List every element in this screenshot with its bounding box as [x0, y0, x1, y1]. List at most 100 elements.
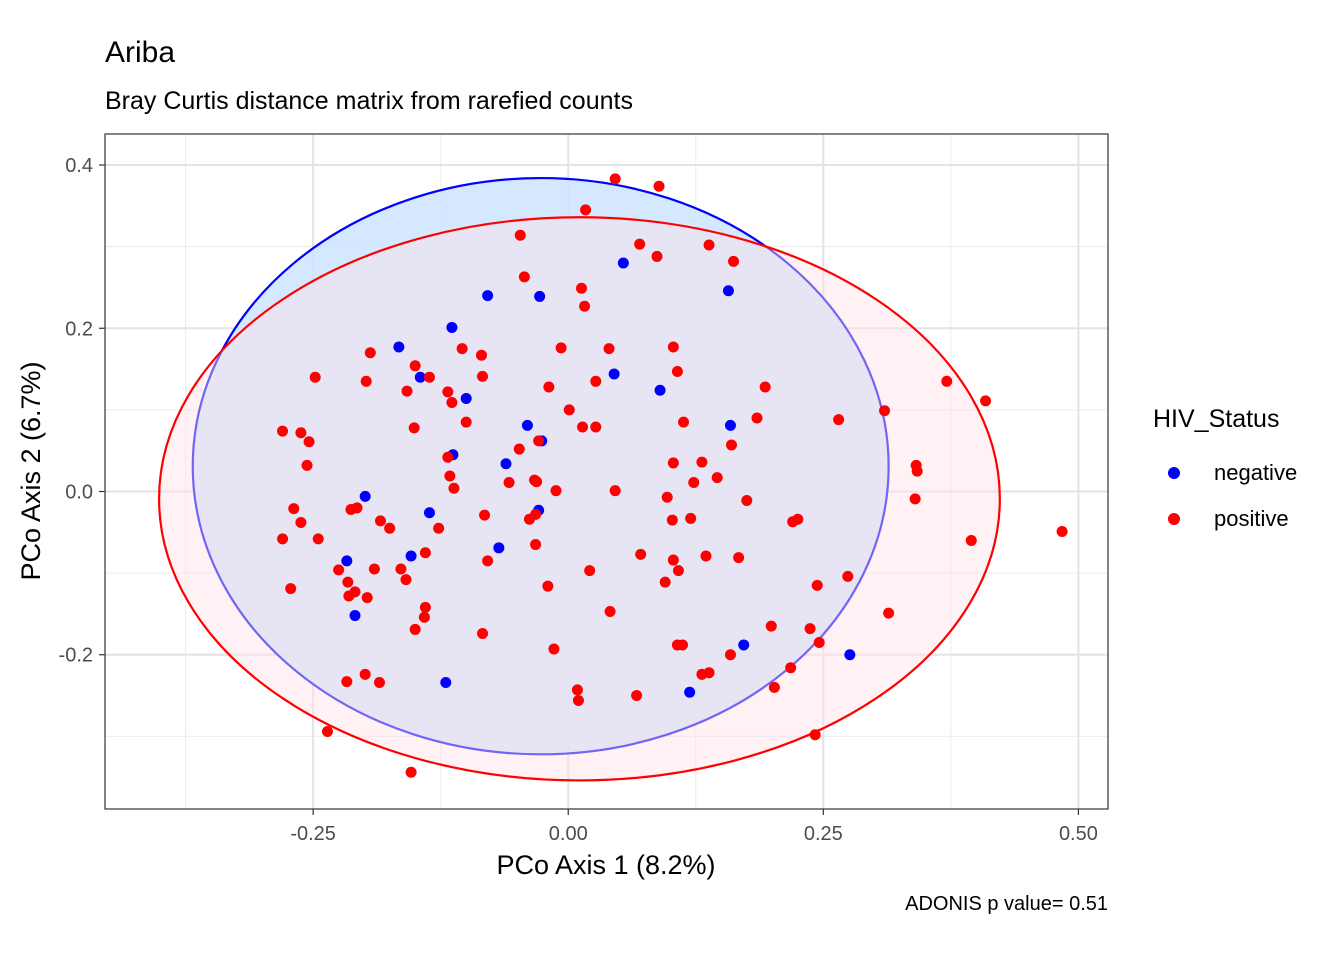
legend-key-negative — [1168, 467, 1180, 479]
point-positive — [711, 472, 723, 484]
point-positive — [603, 343, 615, 355]
point-negative — [617, 257, 629, 269]
point-negative — [722, 285, 734, 297]
x-tick-label: 0.00 — [549, 823, 588, 845]
point-positive — [667, 554, 679, 566]
point-positive — [295, 427, 307, 439]
point-positive — [530, 539, 542, 551]
point-positive — [448, 482, 460, 494]
point-positive — [700, 550, 712, 562]
point-positive — [312, 533, 324, 545]
point-positive — [419, 547, 431, 559]
legend-key-positive — [1168, 513, 1180, 525]
point-positive — [361, 592, 373, 604]
point-negative — [440, 676, 452, 688]
point-positive — [409, 360, 421, 372]
point-positive — [419, 601, 431, 613]
point-positive — [341, 676, 353, 688]
point-positive — [433, 522, 445, 534]
point-positive — [373, 676, 385, 688]
point-positive — [571, 684, 583, 696]
point-positive — [785, 662, 797, 674]
point-positive — [400, 574, 412, 586]
point-positive — [883, 607, 895, 619]
point-positive — [351, 502, 363, 514]
point-positive — [787, 516, 799, 528]
point-positive — [677, 639, 689, 651]
y-axis: -0.2 0.0 0.2 0.4 — [59, 155, 105, 667]
point-negative — [738, 639, 750, 651]
point-negative — [414, 371, 426, 383]
x-axis: -0.25 0.00 0.25 0.50 — [290, 809, 1098, 845]
point-negative — [359, 490, 371, 502]
point-positive — [295, 517, 307, 529]
point-positive — [477, 370, 489, 382]
point-positive — [696, 456, 708, 468]
point-positive — [666, 514, 678, 526]
point-positive — [661, 491, 673, 503]
y-tick-label: 0.4 — [65, 155, 93, 177]
point-positive — [408, 422, 420, 434]
point-positive — [555, 342, 567, 354]
point-negative — [460, 392, 472, 404]
point-negative — [534, 290, 546, 302]
point-positive — [550, 485, 562, 497]
point-negative — [521, 419, 533, 431]
x-tick-label: -0.25 — [290, 823, 336, 845]
point-positive — [651, 250, 663, 262]
point-positive — [724, 649, 736, 661]
point-positive — [671, 366, 683, 378]
point-positive — [941, 375, 953, 387]
point-positive — [584, 565, 596, 577]
point-positive — [518, 271, 530, 283]
point-positive — [360, 375, 372, 387]
point-positive — [580, 204, 592, 216]
point-positive — [672, 565, 684, 577]
point-positive — [688, 477, 700, 489]
point-negative — [654, 384, 666, 396]
point-positive — [685, 512, 697, 524]
point-negative — [446, 321, 458, 333]
point-negative — [724, 419, 736, 431]
point-positive — [631, 690, 643, 702]
point-positive — [811, 579, 823, 591]
point-positive — [765, 620, 777, 632]
point-positive — [333, 564, 345, 576]
point-positive — [513, 443, 525, 455]
point-positive — [477, 628, 489, 640]
point-positive — [725, 439, 737, 451]
point-positive — [879, 405, 891, 417]
point-positive — [343, 590, 355, 602]
legend-item-positive: positive — [1168, 506, 1289, 532]
point-positive — [442, 386, 454, 398]
point-positive — [401, 385, 413, 397]
point-positive — [364, 347, 376, 359]
point-positive — [285, 583, 297, 595]
point-negative — [608, 368, 620, 380]
point-positive — [543, 381, 555, 393]
y-axis-label: PCo Axis 2 (6.7%) — [16, 361, 46, 580]
point-positive — [423, 371, 435, 383]
point-positive — [523, 513, 535, 525]
point-positive — [359, 668, 371, 680]
point-positive — [590, 375, 602, 387]
point-positive — [542, 580, 554, 592]
point-positive — [759, 381, 771, 393]
chart-subtitle: Bray Curtis distance matrix from rarefie… — [105, 87, 633, 115]
chart-title: Ariba — [105, 36, 176, 69]
point-positive — [442, 451, 454, 463]
point-negative — [349, 610, 361, 622]
point-positive — [678, 416, 690, 428]
adonis-caption: ADONIS p value= 0.51 — [905, 893, 1108, 915]
point-negative — [500, 458, 512, 470]
point-positive — [395, 563, 407, 575]
point-positive — [531, 476, 543, 488]
point-positive — [446, 397, 458, 409]
point-negative — [844, 649, 856, 661]
point-positive — [667, 341, 679, 353]
plot-panel-border — [104, 133, 1109, 810]
point-negative — [493, 542, 505, 554]
point-positive — [842, 570, 854, 582]
point-positive — [741, 494, 753, 506]
point-positive — [303, 436, 315, 448]
